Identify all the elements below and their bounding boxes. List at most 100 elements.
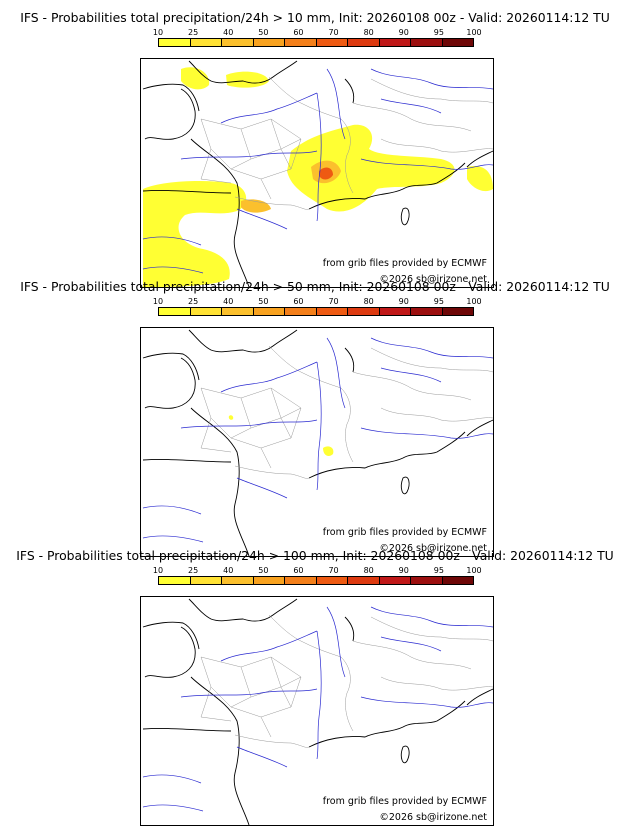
precip-area-alps-peak [319, 167, 333, 180]
colorbar-swatch [159, 308, 191, 315]
colorbar-tick-label: 70 [328, 566, 339, 575]
map-frame: from grib files provided by ECMWF ©2026 … [140, 327, 494, 557]
colorbar-tick-label: 40 [223, 297, 234, 306]
colorbar-swatch [379, 577, 411, 584]
colorbar-tick-label: 25 [188, 297, 199, 306]
coastline [142, 598, 493, 825]
colorbar-swatch [411, 577, 443, 584]
colorbar-tick-label: 10 [152, 566, 164, 575]
panel-title: IFS - Probabilities total precipitation/… [20, 279, 610, 294]
colorbar-tick-label: 60 [293, 28, 304, 37]
map-canvas [142, 598, 493, 825]
colorbar-swatch [190, 308, 222, 315]
source-credit: from grib files provided by ECMWF [321, 796, 488, 807]
colorbar-swatch [379, 308, 411, 315]
panel-title: IFS - Probabilities total precipitation/… [16, 548, 614, 563]
copyright-credit: ©2026 sb@irizone.net [378, 812, 488, 823]
colorbar-swatch [285, 577, 317, 584]
source-credit: from grib files provided by ECMWF [321, 527, 488, 538]
colorbar-swatch [316, 308, 348, 315]
colorbar-tick-label: 60 [293, 566, 304, 575]
colorbar-tick-label: 100 [466, 297, 482, 306]
precip-area-belgium [226, 71, 269, 88]
colorbar-swatch [222, 39, 254, 46]
colorbar-swatch [222, 308, 254, 315]
colorbar-swatch [285, 39, 317, 46]
rivers [142, 68, 493, 274]
colorbar-swatch [442, 577, 473, 584]
admin-borders [200, 345, 493, 479]
map-panel-10mm: IFS - Probabilities total precipitation/… [0, 10, 630, 288]
colorbar-swatch [348, 39, 380, 46]
colorbar-swatch [348, 577, 380, 584]
colorbar-swatch [379, 39, 411, 46]
map-canvas [142, 60, 493, 287]
source-credit: from grib files provided by ECMWF [321, 258, 488, 269]
colorbar-tick-label: 50 [258, 566, 269, 575]
colorbar-tick-label: 95 [433, 297, 444, 306]
colorbar [158, 307, 474, 316]
colorbar-swatch [253, 308, 285, 315]
colorbar-swatch [190, 39, 222, 46]
colorbar [158, 38, 474, 47]
colorbar-tick-label: 80 [363, 28, 374, 37]
panel-title: IFS - Probabilities total precipitation/… [20, 10, 610, 25]
colorbar-tick-labels: 10 25 40 50 60 70 80 90 95 100 [141, 566, 490, 576]
coastline [142, 329, 493, 556]
colorbar-tick-label: 60 [293, 297, 304, 306]
colorbar-swatch [253, 577, 285, 584]
colorbar-tick-label: 25 [188, 566, 199, 575]
precip-area-channel [181, 67, 210, 90]
colorbar-tick-label: 100 [466, 566, 482, 575]
precip-area-biscay [143, 181, 247, 287]
colorbar-swatch [348, 308, 380, 315]
copyright-credit: ©2026 sb@irizone.net [378, 543, 488, 554]
colorbar-swatch [411, 308, 443, 315]
colorbar-tick-label: 90 [398, 566, 409, 575]
colorbar-swatch [285, 308, 317, 315]
colorbar-swatch [442, 39, 473, 46]
precip-overlay [228, 415, 334, 456]
colorbar-tick-labels: 10 25 40 50 60 70 80 90 95 100 [141, 28, 490, 38]
colorbar-tick-label: 50 [258, 28, 269, 37]
colorbar-swatch [411, 39, 443, 46]
colorbar-swatch [190, 577, 222, 584]
colorbar-tick-label: 50 [258, 297, 269, 306]
map-panel-100mm: IFS - Probabilities total precipitation/… [0, 548, 630, 826]
map-canvas [142, 329, 493, 556]
colorbar-tick-label: 40 [223, 566, 234, 575]
colorbar-swatch [253, 39, 285, 46]
colorbar-tick-label: 25 [188, 28, 199, 37]
precip-area-alps [323, 446, 334, 456]
precip-overlay [143, 67, 493, 287]
coastline [142, 60, 493, 287]
colorbar-tick-label: 90 [398, 28, 409, 37]
colorbar-tick-label: 90 [398, 297, 409, 306]
colorbar-tick-label: 100 [466, 28, 482, 37]
colorbar-tick-label: 95 [433, 566, 444, 575]
colorbar-swatch [159, 577, 191, 584]
colorbar-tick-label: 95 [433, 28, 444, 37]
map-panel-50mm: IFS - Probabilities total precipitation/… [0, 279, 630, 557]
colorbar-tick-label: 40 [223, 28, 234, 37]
colorbar [158, 576, 474, 585]
precip-area-italy [467, 165, 493, 192]
colorbar-swatch [442, 308, 473, 315]
admin-borders [200, 614, 493, 748]
colorbar-swatch [159, 39, 191, 46]
copyright-credit: ©2026 sb@irizone.net [378, 274, 488, 285]
colorbar-swatch [316, 577, 348, 584]
rivers [142, 606, 493, 812]
colorbar-tick-label: 10 [152, 297, 164, 306]
colorbar-tick-label: 80 [363, 566, 374, 575]
admin-borders [200, 76, 493, 210]
colorbar-tick-label: 70 [328, 28, 339, 37]
map-frame: from grib files provided by ECMWF ©2026 … [140, 596, 494, 826]
colorbar-swatch [222, 577, 254, 584]
precip-area-alps [287, 124, 455, 212]
colorbar-tick-labels: 10 25 40 50 60 70 80 90 95 100 [141, 297, 490, 307]
rivers [142, 337, 493, 543]
colorbar-swatch [316, 39, 348, 46]
colorbar-tick-label: 10 [152, 28, 164, 37]
colorbar-tick-label: 70 [328, 297, 339, 306]
